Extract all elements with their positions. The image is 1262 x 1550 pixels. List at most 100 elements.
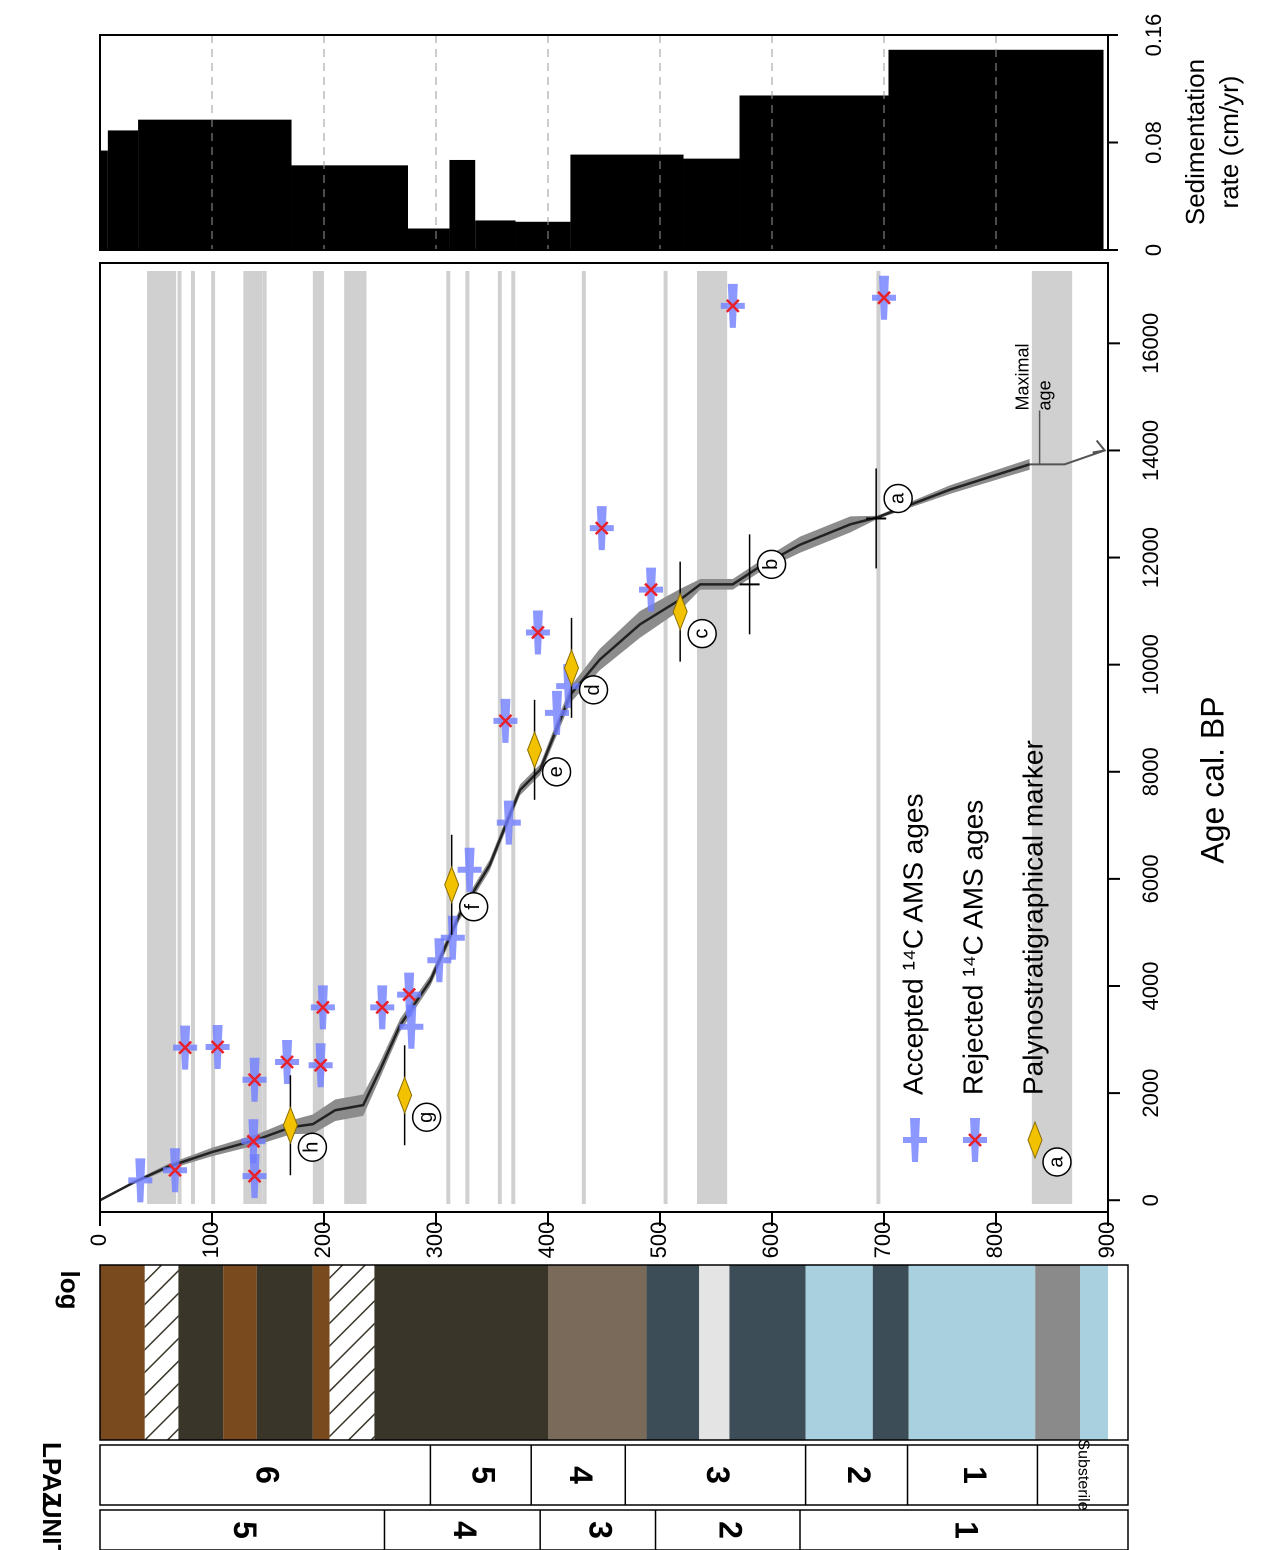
marker-circle	[541, 757, 572, 787]
rejected-x	[247, 1169, 262, 1184]
accepted-date-shape	[556, 664, 581, 709]
y-tick-label: 12000	[1138, 527, 1163, 588]
sed-bar	[100, 150, 108, 250]
unit-header: UNIT	[37, 1500, 67, 1550]
rejected-x	[168, 1163, 182, 1178]
model-line	[99, 463, 1030, 1202]
rejected-x	[725, 298, 740, 313]
rejected-x	[402, 987, 417, 1002]
marker-letter: d	[582, 684, 604, 695]
marker	[563, 648, 580, 688]
log-layer	[1080, 1265, 1108, 1440]
log-layer	[646, 1265, 700, 1440]
rejected-date	[173, 1025, 198, 1070]
sed-bar	[291, 165, 408, 250]
sed-axis-title: rate (cm/yr)	[1214, 76, 1244, 209]
y-tick-label: 10000	[1138, 634, 1163, 695]
y-tick-label: 16000	[1138, 313, 1163, 374]
legend-label: Palynostratigraphical marker	[1017, 740, 1048, 1095]
sed-bar	[475, 220, 516, 250]
marker-circle	[756, 549, 787, 580]
log-layer	[699, 1265, 730, 1440]
marker-letter: h	[301, 1142, 323, 1153]
log-layer	[729, 1265, 806, 1440]
x-tick-label: 400	[534, 1222, 559, 1259]
lpaz-zone-label: 6	[250, 1466, 286, 1484]
rejected-x	[210, 1040, 225, 1054]
accepted-date	[544, 690, 569, 735]
log-layer	[312, 1265, 330, 1440]
sed-bar	[107, 130, 139, 250]
marker-circle	[297, 1132, 328, 1162]
log-layer	[329, 1265, 375, 1440]
accepted-date-shape	[440, 915, 465, 960]
marker-letter: a	[886, 492, 908, 504]
rejected-date	[242, 1057, 267, 1102]
sed-axis-title: Sedimentation	[1180, 59, 1210, 225]
log-layer	[256, 1265, 313, 1440]
rejected-x	[313, 1058, 328, 1073]
rejected-date	[310, 985, 335, 1030]
y-tick-label: 14000	[1138, 420, 1163, 481]
legend-symbol	[1027, 1120, 1043, 1160]
y-axis-title: Age cal. BP	[1194, 696, 1230, 863]
log-layer	[223, 1265, 257, 1440]
unit-zone-label: 2	[712, 1521, 748, 1539]
sed-bar	[138, 119, 292, 250]
x-tick-label: 500	[646, 1222, 671, 1259]
unit-zone-label: 4	[447, 1521, 483, 1539]
legend-label: Rejected ¹⁴C AMS ages	[957, 800, 988, 1095]
marker-letter: g	[415, 1112, 437, 1123]
sed-tick-label: 0.16	[1141, 14, 1166, 57]
log-layer	[805, 1265, 873, 1440]
rejected-x	[315, 1000, 330, 1015]
marker	[282, 1105, 298, 1145]
marker	[672, 592, 688, 632]
log-frame	[99, 1264, 1129, 1441]
rejected-date	[589, 506, 614, 551]
lpaz-zone-label: 4	[563, 1466, 599, 1484]
marker-circle	[411, 1102, 442, 1132]
log-layer	[144, 1265, 179, 1440]
accepted-date-shape	[427, 938, 452, 983]
marker	[397, 1075, 413, 1115]
accepted-date-shape	[457, 847, 482, 892]
log-layer	[100, 1265, 145, 1440]
log-layer	[872, 1265, 909, 1440]
y-tick-label: 6000	[1138, 854, 1163, 903]
rejected-date	[493, 698, 518, 743]
rejected-x	[877, 290, 891, 305]
unit-zone-label: 1	[949, 1521, 985, 1539]
rejected-date	[397, 972, 422, 1017]
rejected-date	[275, 1040, 300, 1085]
model-envelope	[100, 459, 1030, 1201]
y-tick-label: 0	[1138, 1194, 1163, 1206]
legend-x	[968, 1133, 982, 1147]
accepted-date	[128, 1158, 153, 1203]
sed-bar	[570, 154, 684, 250]
rejected-date	[205, 1025, 230, 1070]
legend-symbol-shape	[903, 1118, 927, 1162]
log-header: log	[55, 1271, 85, 1310]
sed-bar	[449, 159, 476, 250]
legend-symbol	[903, 1118, 927, 1162]
lpaz-zone-label: Substerile	[1074, 1439, 1091, 1510]
x-tick-label: 600	[758, 1222, 783, 1259]
rejected-x	[531, 625, 545, 640]
marker-circle	[458, 892, 489, 922]
marker-circle	[883, 483, 913, 514]
y-tick-label: 8000	[1138, 747, 1163, 796]
x-tick-label: 200	[310, 1222, 335, 1259]
y-tick-label: 4000	[1138, 962, 1163, 1011]
x-tick-label: 0	[86, 1234, 111, 1246]
rejected-x	[246, 1134, 261, 1149]
x-tick-label: 100	[198, 1222, 223, 1259]
log-layer	[374, 1265, 548, 1440]
legend-label: Accepted ¹⁴C AMS ages	[897, 793, 928, 1095]
rejected-x	[594, 521, 609, 535]
accepted-date	[496, 800, 521, 845]
plot-frame	[99, 262, 1109, 1213]
sed-tick-label: 0	[1141, 244, 1166, 256]
max-age-label: age	[1034, 380, 1054, 410]
unit-zone-label: 3	[582, 1521, 618, 1539]
